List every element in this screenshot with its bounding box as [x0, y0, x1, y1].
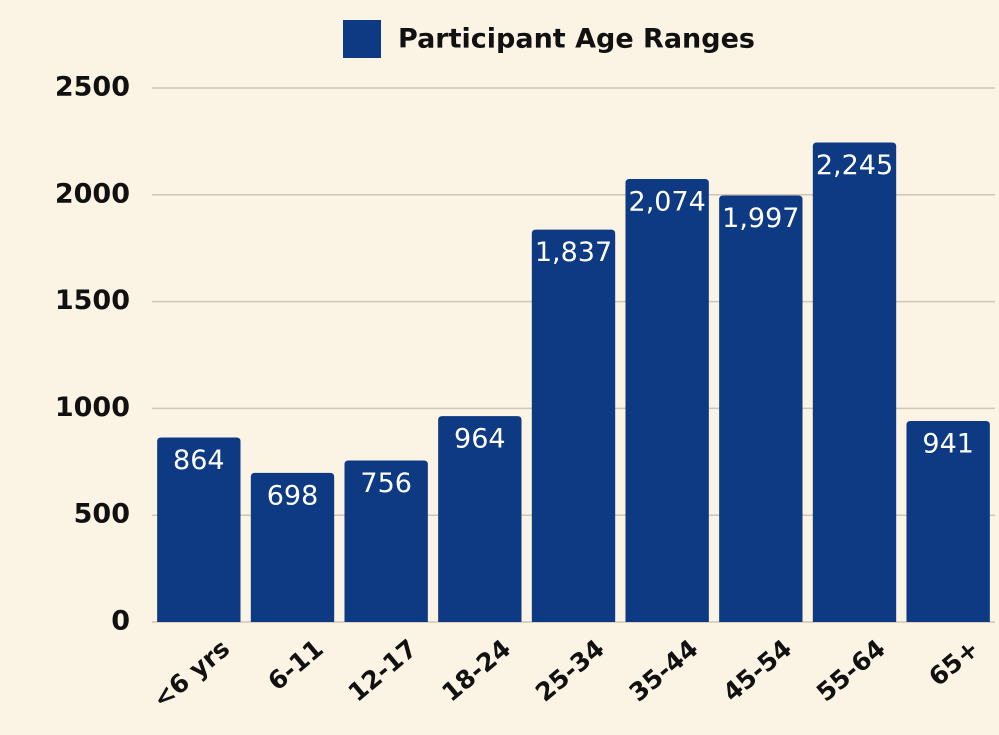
legend-swatch: [343, 20, 381, 58]
bar: [250, 472, 335, 622]
bar: [344, 460, 428, 622]
legend-label: Participant Age Ranges: [398, 24, 755, 55]
value-label: 698: [267, 480, 319, 511]
bar: [812, 142, 897, 622]
value-label: 1,837: [535, 237, 612, 268]
bar: [157, 437, 241, 622]
bar: [719, 195, 803, 622]
bar: [625, 178, 709, 623]
value-label: 2,245: [816, 150, 893, 181]
value-label: 964: [454, 424, 506, 455]
value-label: 941: [922, 429, 974, 460]
y-tick-label: 0: [111, 606, 130, 637]
value-label: 864: [173, 445, 225, 476]
value-label: 2,074: [629, 186, 706, 217]
y-tick-label: 1000: [55, 392, 130, 423]
bar: [906, 421, 990, 622]
y-tick-label: 2500: [55, 72, 130, 103]
bar: [438, 416, 522, 622]
y-tick-label: 2000: [55, 178, 130, 209]
value-label: 756: [360, 468, 412, 499]
value-label: 1,997: [722, 203, 799, 234]
y-tick-label: 500: [74, 499, 130, 530]
y-tick-label: 1500: [55, 285, 130, 316]
bar: [531, 229, 616, 622]
